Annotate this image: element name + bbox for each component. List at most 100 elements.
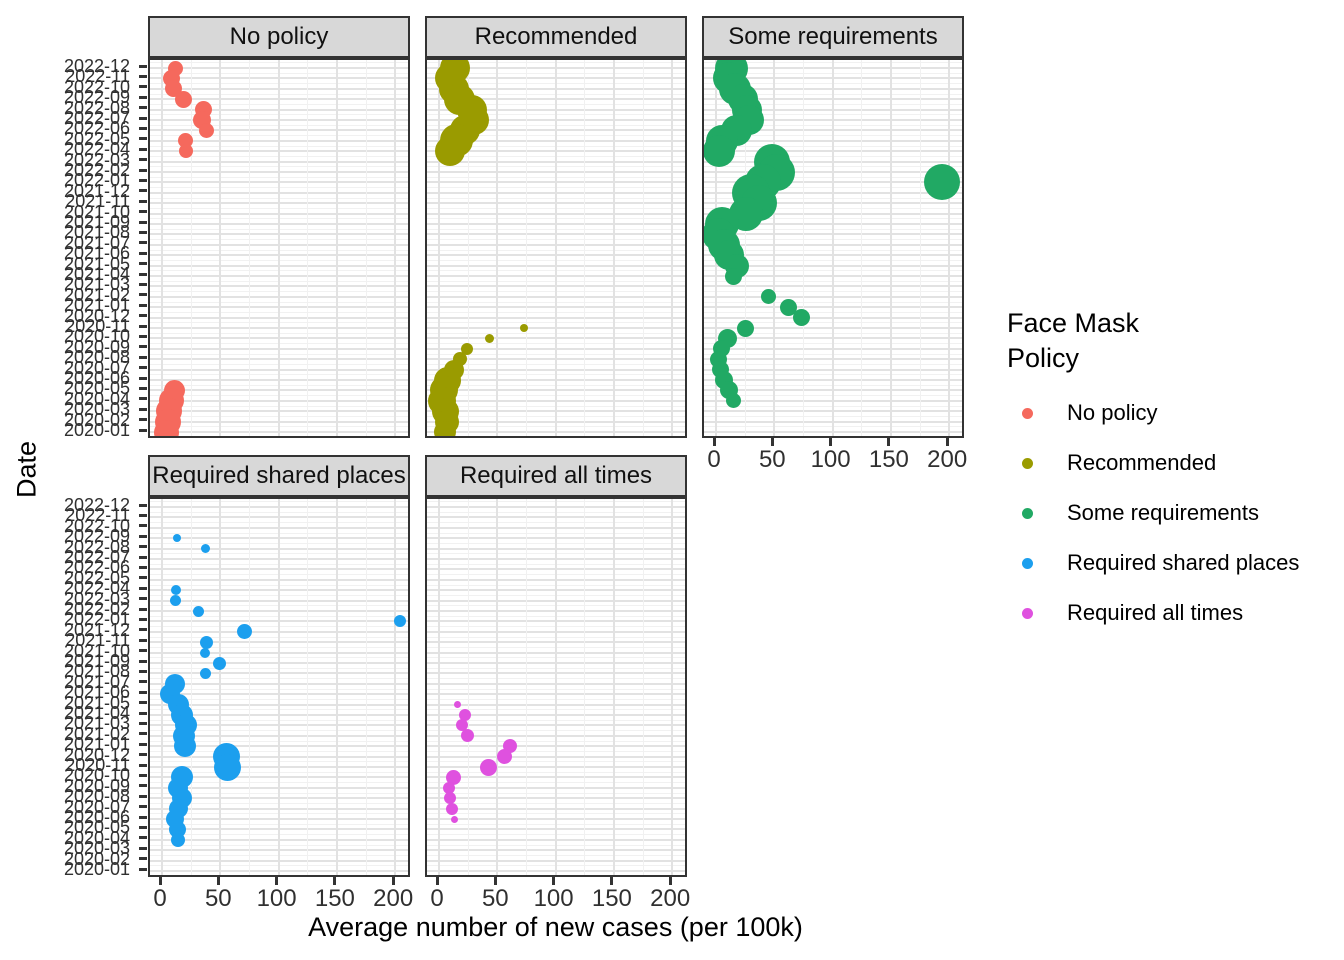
y-axis-tick: [139, 418, 147, 422]
facet-panel-required-all-times: [425, 497, 687, 877]
y-axis-tick: [139, 784, 147, 788]
y-tick-label: 2020-10: [63, 326, 130, 347]
x-tick-label: 0: [707, 446, 721, 473]
facet-title: No policy: [229, 23, 329, 50]
y-tick-label: 2022-09: [63, 87, 130, 108]
y-tick-label: 2020-09: [63, 336, 130, 357]
gridline: [554, 499, 557, 875]
y-axis-tick: [139, 345, 147, 349]
gridline: [612, 499, 615, 875]
y-axis-tick: [139, 251, 147, 255]
y-axis-tick: [139, 137, 147, 141]
y-tick-label: 2022-01: [63, 170, 130, 191]
x-axis-tick: [829, 438, 833, 446]
legend-key-dot: [1022, 457, 1033, 469]
data-point: [736, 319, 754, 337]
x-axis-tick: [945, 438, 949, 446]
y-tick-label: 2022-01: [63, 609, 130, 630]
x-tick-label: 100: [533, 885, 574, 912]
x-axis-tick: [391, 877, 395, 885]
y-axis-tick: [139, 628, 147, 632]
gridline: [496, 499, 499, 875]
y-axis-tick: [139, 282, 147, 286]
y-axis-tick: [139, 355, 147, 359]
gridline: [525, 60, 527, 436]
x-tick-label: 200: [373, 885, 414, 912]
y-tick-label: 2021-12: [63, 180, 130, 201]
data-point: [724, 267, 742, 285]
y-axis-tick: [139, 669, 147, 673]
y-axis-tick: [139, 690, 147, 694]
data-point: [779, 298, 797, 316]
data-point: [446, 769, 462, 785]
data-point: [924, 164, 961, 201]
data-point: [460, 342, 473, 355]
y-axis-tick: [139, 815, 147, 819]
x-tick-label: 150: [314, 885, 355, 912]
y-tick-label: 2022-05: [63, 128, 130, 149]
x-axis-tick: [770, 438, 774, 446]
legend-key-dot: [1022, 507, 1033, 519]
y-axis-tick: [139, 721, 147, 725]
data-point: [171, 832, 186, 847]
y-tick-label: 2020-04: [63, 827, 130, 848]
y-tick-label: 2021-04: [63, 264, 130, 284]
y-axis-tick: [139, 867, 147, 871]
y-axis-tick: [139, 386, 147, 390]
gridline: [831, 60, 834, 436]
y-axis-tick: [139, 565, 147, 569]
legend-item-label: Recommended: [1067, 450, 1217, 475]
y-tick-label: 2021-05: [63, 692, 130, 713]
y-axis-tick: [139, 158, 147, 162]
y-tick-label: 2021-12: [63, 619, 130, 640]
data-point: [443, 781, 456, 794]
data-point: [154, 419, 180, 436]
data-point: [237, 624, 253, 640]
gridline: [919, 60, 921, 436]
gridline: [161, 60, 163, 436]
gridline: [467, 499, 469, 875]
data-point: [461, 729, 475, 743]
gridline: [467, 60, 469, 436]
facet-strip-recommended: Recommended: [425, 16, 687, 58]
gridline: [248, 499, 250, 875]
y-axis-tick: [139, 189, 147, 193]
y-tick-label: 2020-08: [63, 347, 130, 368]
y-tick-label: 2022-05: [63, 567, 130, 588]
data-point: [704, 135, 735, 168]
y-axis-tick: [139, 366, 147, 370]
y-axis-tick: [139, 649, 147, 653]
y-tick-label: 2021-11: [65, 630, 130, 651]
gridline: [525, 499, 527, 875]
y-tick-label: 2020-07: [63, 796, 130, 817]
gridline: [642, 499, 644, 875]
y-axis-tick: [139, 324, 147, 328]
gridline: [365, 60, 367, 436]
data-point: [450, 815, 458, 823]
legend-item-some-requirements: Some requirements: [1007, 498, 1259, 528]
y-tick-label: 2022-10: [63, 76, 130, 97]
y-tick-label: 2022-04: [63, 139, 130, 160]
y-tick-label: 2022-04: [63, 578, 130, 599]
x-axis-tick: [552, 877, 556, 885]
x-tick-label: 200: [650, 885, 691, 912]
y-axis-tick: [139, 555, 147, 559]
gridline: [889, 60, 892, 436]
data-point: [455, 719, 468, 732]
y-axis-tick: [139, 116, 147, 120]
facet-title: Required all times: [459, 462, 653, 489]
legend: Face Mask Policy No policy Recommended S…: [1007, 306, 1337, 636]
facet-title: Some requirements: [728, 23, 938, 50]
data-point: [199, 667, 211, 679]
x-tick-label: 100: [810, 446, 851, 473]
gridline: [861, 60, 863, 436]
gridline: [219, 499, 222, 875]
gridline: [335, 499, 338, 875]
y-axis-tick: [139, 576, 147, 580]
y-tick-label: 2021-03: [63, 713, 130, 734]
x-axis-tick: [158, 877, 162, 885]
y-axis-tick: [139, 607, 147, 611]
y-tick-label: 2021-01: [63, 734, 130, 755]
y-tick-label: 2020-08: [63, 786, 130, 807]
y-axis-tick: [139, 732, 147, 736]
